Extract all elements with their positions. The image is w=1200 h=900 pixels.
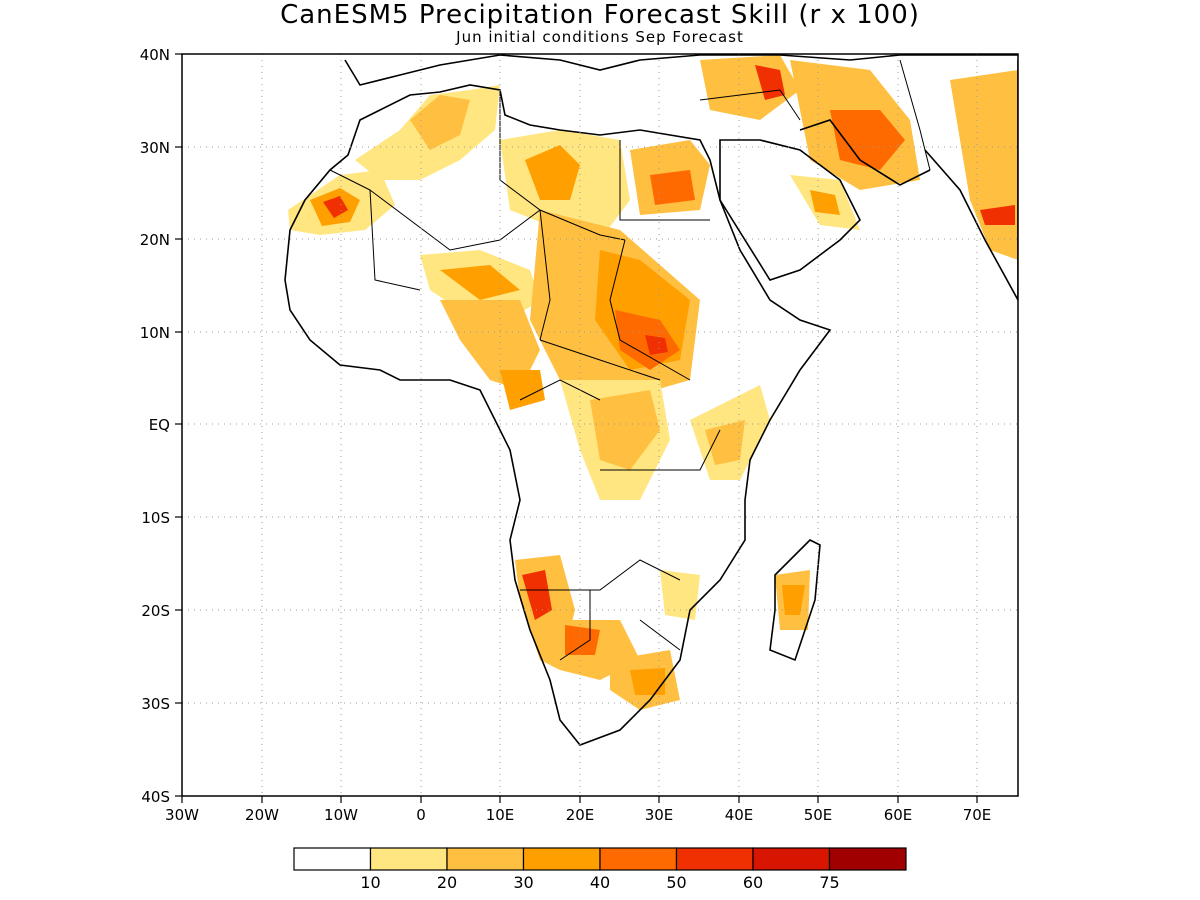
colorbar-label: 50 [666, 873, 686, 892]
africa-coastline [284, 84, 832, 746]
gridlines [182, 54, 1018, 796]
colorbar-swatch [752, 847, 831, 871]
lon-label: 70E [963, 806, 992, 824]
shade-east-africa-core [705, 420, 745, 465]
lon-label: 40E [725, 806, 754, 824]
shade-sahel-west-core [440, 265, 520, 300]
colorbar-label: 20 [437, 873, 457, 892]
colorbar-swatch [293, 847, 372, 871]
shade-west-coast-peak [323, 196, 348, 218]
lat-label: 10N [140, 324, 170, 342]
lon-label: 30W [165, 806, 199, 824]
shade-south-africa-core [630, 668, 665, 695]
lat-label: 40N [140, 46, 170, 64]
shade-madagascar-core [782, 585, 805, 615]
colorbar-swatch [828, 847, 907, 871]
shade-arabia-core [810, 190, 840, 215]
shade-nigeria [440, 300, 540, 390]
map-subtitle: Jun initial conditions Sep Forecast [456, 28, 744, 46]
shade-iran-core [830, 110, 905, 170]
shade-congo-core [590, 390, 660, 470]
shade-botswana-core [565, 625, 600, 655]
colorbar-swatch [522, 847, 601, 871]
shade-namibia-core [522, 570, 552, 620]
colorbar-label: 30 [513, 873, 533, 892]
shade-egypt-core [650, 170, 695, 205]
madagascar-coastline [769, 539, 821, 662]
map-frame [181, 53, 1019, 797]
shade-mozambique [660, 570, 700, 620]
lat-label: 40S [141, 788, 170, 806]
europe-coastline [344, 54, 1018, 86]
shade-turkey-core [755, 65, 785, 100]
lon-labels: 30W 20W 10W 0 10E 20E 30E 40E 50E 60E 70… [165, 806, 991, 824]
lon-label: 50E [804, 806, 833, 824]
iran-coastline [799, 119, 931, 186]
colorbar-label: 60 [743, 873, 763, 892]
shade-south-sudan-peak [645, 335, 668, 355]
colorbar-label: 40 [590, 873, 610, 892]
colorbar: 10 20 30 40 50 60 75 [293, 847, 907, 892]
shade-india [950, 70, 1018, 260]
lon-label: 30E [645, 806, 674, 824]
lat-label: 10S [141, 509, 170, 527]
lon-label: 20E [566, 806, 595, 824]
lat-label: EQ [149, 416, 170, 434]
lon-label: 60E [884, 806, 913, 824]
lat-label: 30S [141, 695, 170, 713]
lat-labels: 40N 30N 20N 10N EQ 10S 20S 30S 40S [140, 46, 170, 806]
lat-label: 30N [140, 139, 170, 157]
lon-label: 10W [324, 806, 358, 824]
shade-india-peak [980, 205, 1015, 225]
coastlines [284, 54, 1018, 746]
colorbar-swatch [599, 847, 678, 871]
lat-label: 20S [141, 602, 170, 620]
shade-algeria-core [410, 95, 470, 150]
colorbar-label: 75 [819, 873, 839, 892]
shade-turkey [700, 55, 800, 120]
map-title: CanESM5 Precipitation Forecast Skill (r … [280, 0, 920, 30]
colorbar-swatch [369, 847, 448, 871]
india-coastline [924, 60, 1018, 301]
lon-label: 10E [486, 806, 515, 824]
shade-libya-core [525, 145, 580, 200]
lat-label: 20N [140, 231, 170, 249]
skill-shading [288, 55, 1018, 710]
arabia-coastline [719, 139, 861, 281]
lon-label: 20W [245, 806, 279, 824]
colorbar-swatch [675, 847, 754, 871]
colorbar-swatch [446, 847, 525, 871]
shade-cameroon [500, 370, 545, 410]
colorbar-label: 10 [360, 873, 380, 892]
lon-label: 0 [416, 806, 426, 824]
tick-marks [175, 53, 978, 803]
